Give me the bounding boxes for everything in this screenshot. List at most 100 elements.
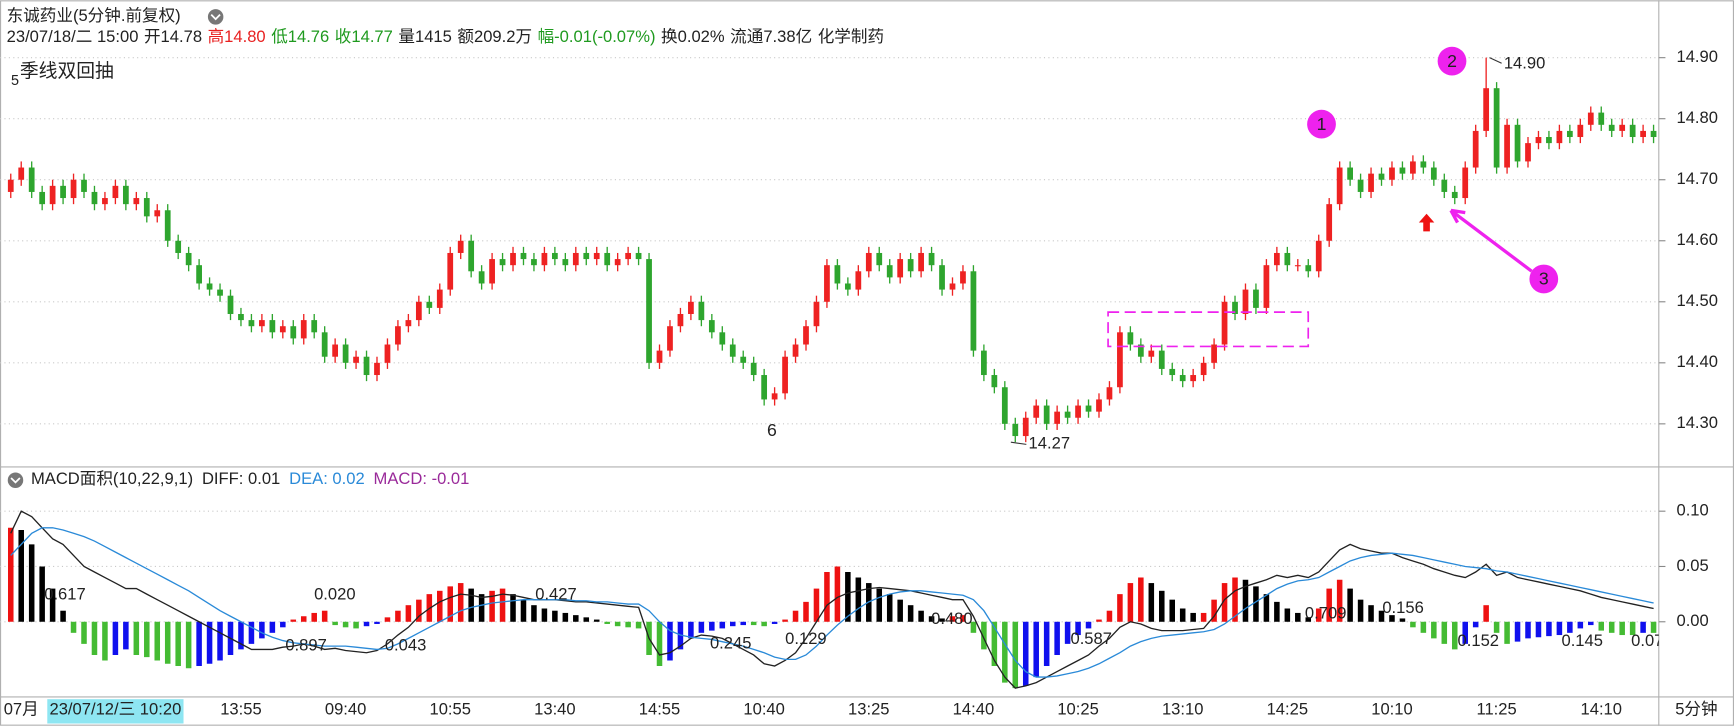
area-label: 0.245 [710,633,752,652]
candle-body [457,240,464,253]
candle-body [1619,124,1626,131]
legend-entry: DEA: 0.02 [289,470,365,489]
y-tick-label: 14.90 [1676,47,1718,66]
macd-menu-icon[interactable] [7,472,24,488]
x-tick-label: 10:10 [1371,700,1413,719]
candle-body [374,362,380,376]
candle-body [1451,191,1458,199]
candle-body [1441,179,1448,192]
wave-marker-label: 3 [1539,269,1549,289]
candle-body [729,344,736,357]
candle-body [81,179,87,192]
candle-body [478,271,485,284]
candle-body [907,259,914,272]
candle-body [1096,399,1102,412]
candle-body [1357,179,1364,192]
candle-body [886,265,893,278]
quote-field: 额209.2万 [457,27,532,46]
candle-body [1546,137,1552,144]
candle-body [1410,161,1416,174]
candle-body [447,252,454,290]
candle-body [813,301,820,327]
candle-body [1075,405,1081,418]
candle-body [635,252,642,260]
title-menu-icon[interactable] [207,9,224,25]
candle-body [593,252,600,260]
candle-body [426,301,433,308]
candle-body [803,326,809,345]
x-tick-label: 14:55 [639,700,681,719]
candle-body [1535,137,1542,144]
candle-body [489,259,495,284]
candle-body [1001,387,1008,424]
candle-body [1525,143,1531,162]
quote-field: 收14.77 [335,27,393,46]
area-label: 0.020 [314,585,356,604]
candle-body [238,313,244,321]
area-label: 0.152 [1458,631,1500,650]
area-label: 0.617 [44,585,85,604]
wave-marker [1529,264,1559,294]
y-tick-label: 14.50 [1676,291,1718,310]
cursor-label-bg [47,699,184,724]
candle-body [792,344,799,357]
candle-body [227,295,234,314]
candle-body [175,240,182,253]
candle-body [1347,167,1353,180]
candle-body [782,356,788,394]
y-tick-label: 14.70 [1676,169,1718,188]
quote-field: 低14.76 [271,27,329,46]
macd-line [10,527,1654,678]
x-tick-label: 10:25 [1057,700,1099,719]
candle-body [259,320,265,327]
wave-marker [1437,46,1467,76]
wave-marker-label: 1 [1317,114,1327,134]
area-label: 0.07 [1631,631,1663,650]
quote-info: 23/07/18/二 15:00 开14.78 高14.80 低14.76 收14.77… [7,27,884,46]
candle-body [1650,130,1657,138]
high-label: 14.90 [1504,54,1546,73]
y-tick-label: 14.80 [1676,108,1718,127]
candle-body [510,252,516,266]
x-tick-label: 14:40 [953,700,995,719]
candle-body [143,198,150,217]
candle-body [1022,417,1029,437]
buy-arrow [1418,213,1435,232]
candle-body [708,320,715,333]
candle-body [102,198,108,205]
x-tick-label: 13:25 [848,700,890,719]
candle-body [1389,167,1395,180]
candle-body [1064,411,1071,418]
candle-body [1273,252,1280,266]
note-index: 5 [11,73,19,89]
low-label: 14.27 [1029,434,1071,453]
quote-field: 流通7.38亿 [730,27,812,46]
area-label: 0.129 [785,629,827,648]
area-label: 0.587 [1070,629,1112,648]
candle-body [1326,204,1333,241]
y-tick-label: 0.00 [1676,611,1708,630]
quote-field: 化学制药 [818,27,884,46]
wave-marker-label: 2 [1447,51,1457,71]
candle-body [7,179,14,192]
candle-body [1033,405,1040,418]
wave-label: 6 [767,420,777,440]
candle-body [1200,362,1207,376]
candle-body [844,283,851,290]
candle-body [332,344,339,357]
candle-body [1253,289,1259,308]
candle-body [698,301,705,321]
candle-body [771,393,778,400]
candle-body [70,179,77,199]
candle-body [855,271,862,290]
candle-body [552,252,558,260]
high-pointer [1489,57,1502,64]
candle-body [1514,124,1521,162]
candle-body [133,198,140,205]
candle-body [1179,375,1186,382]
candle-body [1587,112,1594,125]
candle-body [363,356,370,376]
candle-body [1085,405,1092,412]
candle-body [415,301,422,321]
